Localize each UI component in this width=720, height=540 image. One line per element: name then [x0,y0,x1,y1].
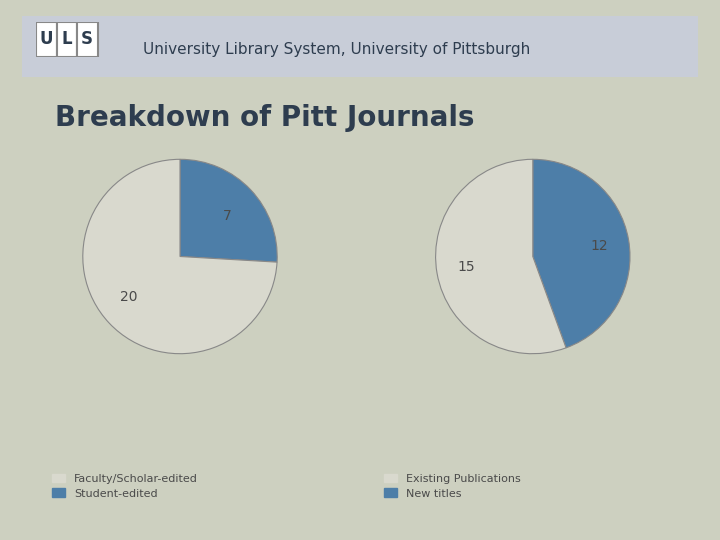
Text: 7: 7 [222,210,231,224]
Text: 12: 12 [590,239,608,253]
Text: University Library System, University of Pittsburgh: University Library System, University of… [143,42,531,57]
Wedge shape [83,159,277,354]
FancyBboxPatch shape [22,16,698,77]
Wedge shape [533,159,630,348]
Text: L: L [61,30,72,48]
FancyBboxPatch shape [77,22,98,57]
Text: S: S [81,30,93,48]
Text: 20: 20 [120,289,138,303]
Wedge shape [180,159,277,262]
Wedge shape [436,159,566,354]
Legend: Faculty/Scholar-edited, Student-edited: Faculty/Scholar-edited, Student-edited [48,469,202,503]
FancyBboxPatch shape [36,22,56,57]
Text: 15: 15 [458,260,475,274]
Text: Breakdown of Pitt Journals: Breakdown of Pitt Journals [55,104,475,132]
Text: U: U [40,30,53,48]
FancyBboxPatch shape [56,22,77,57]
